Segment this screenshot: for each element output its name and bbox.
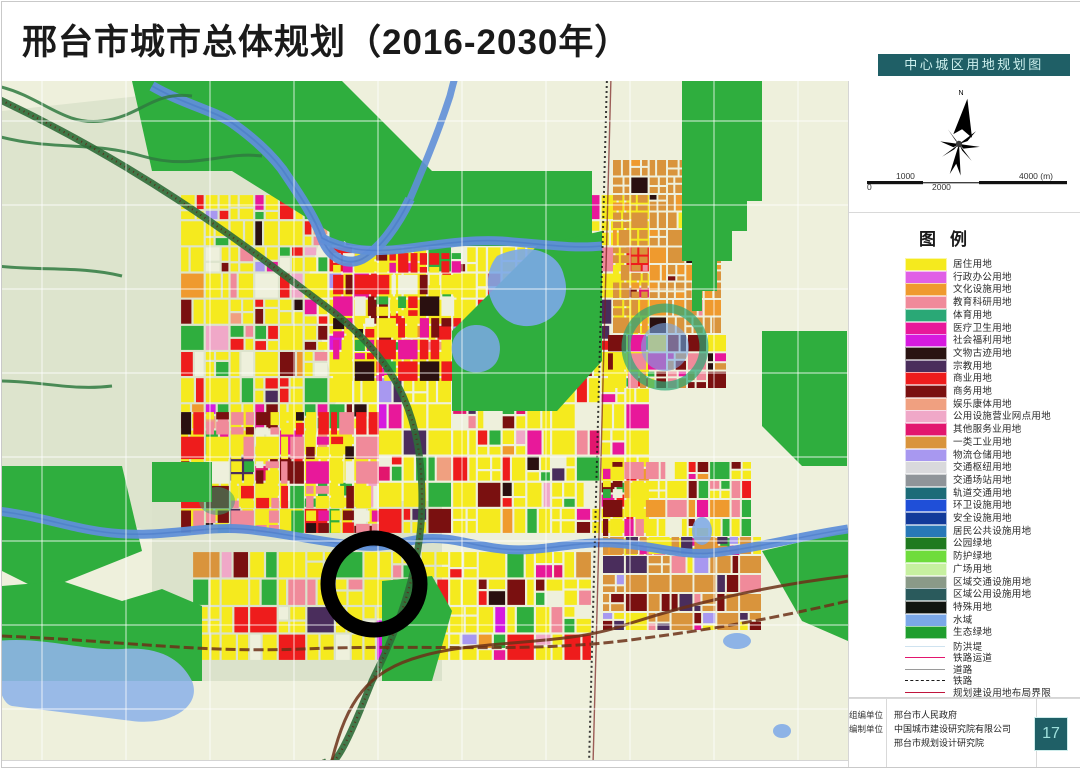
svg-text:N: N	[958, 90, 963, 97]
